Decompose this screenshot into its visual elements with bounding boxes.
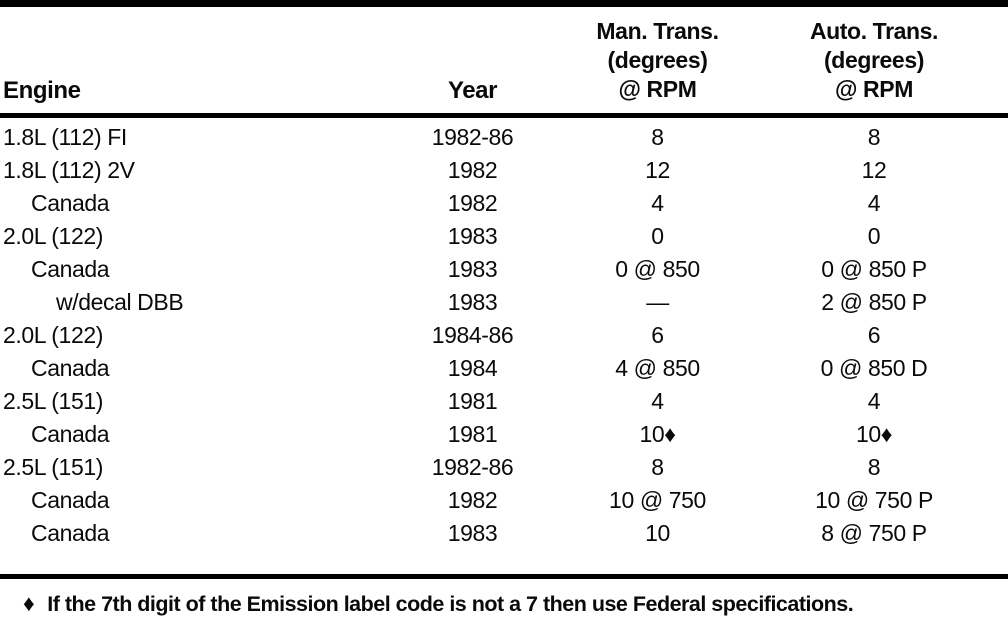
engine-cell: 1.8L (112) 2V bbox=[3, 157, 135, 183]
man-trans-cell: 4 bbox=[651, 388, 664, 414]
table-row: 2.0L (122) 1983 0 0 bbox=[0, 220, 1008, 253]
table-row: 2.5L (151) 1981 4 4 bbox=[0, 385, 1008, 418]
man-trans-column-header: Man. Trans. (degrees) @ RPM bbox=[575, 17, 740, 104]
man-trans-cell: 8 bbox=[651, 124, 664, 150]
table-row: Canada 1982 10 @ 750 10 @ 750 P bbox=[0, 484, 1008, 517]
man-trans-cell: 0 bbox=[651, 223, 664, 249]
engine-column-header: Engine bbox=[3, 77, 81, 104]
man-trans-cell: 6 bbox=[651, 322, 664, 348]
engine-cell: 2.0L (122) bbox=[3, 322, 103, 348]
auto-trans-column-header: Auto. Trans. (degrees) @ RPM bbox=[740, 17, 1008, 104]
auto-trans-cell: 0 @ 850 D bbox=[820, 355, 928, 381]
year-cell: 1984 bbox=[447, 355, 498, 381]
auto-trans-cell: 2 @ 850 P bbox=[821, 289, 927, 315]
auto-trans-cell: 8 @ 750 P bbox=[821, 520, 927, 546]
engine-cell: 2.5L (151) bbox=[3, 388, 103, 414]
man-trans-cell: 4 @ 850 bbox=[615, 355, 700, 381]
engine-cell: Canada bbox=[31, 520, 110, 546]
table-row: Canada 1983 10 8 @ 750 P bbox=[0, 517, 1008, 550]
year-cell: 1982 bbox=[447, 157, 498, 183]
table-row: Canada 1984 4 @ 850 0 @ 850 D bbox=[0, 352, 1008, 385]
man-trans-header-line3: @ RPM bbox=[618, 76, 697, 102]
year-cell: 1983 bbox=[447, 223, 498, 249]
man-trans-header-line2: (degrees) bbox=[607, 47, 708, 73]
man-trans-cell: 12 bbox=[645, 157, 670, 183]
year-cell: 1982 bbox=[447, 190, 498, 216]
year-cell: 1983 bbox=[447, 520, 498, 546]
table-row: 1.8L (112) FI 1982-86 8 8 bbox=[0, 121, 1008, 154]
year-cell: 1981 bbox=[447, 421, 498, 447]
man-trans-header-line1: Man. Trans. bbox=[596, 18, 719, 44]
table-row: Canada 1981 10♦ 10♦ bbox=[0, 418, 1008, 451]
engine-cell: Canada bbox=[31, 355, 110, 381]
man-trans-cell: 10 @ 750 bbox=[609, 487, 706, 513]
year-column-header: Year bbox=[447, 77, 498, 104]
man-trans-cell: 0 @ 850 bbox=[615, 256, 700, 282]
auto-trans-cell: 12 bbox=[861, 157, 887, 183]
top-rule bbox=[0, 0, 1008, 7]
engine-cell: 1.8L (112) FI bbox=[3, 124, 127, 150]
year-cell: 1982 bbox=[447, 487, 498, 513]
table-row: Canada 1983 0 @ 850 0 @ 850 P bbox=[0, 253, 1008, 286]
engine-cell: w/decal DBB bbox=[56, 289, 184, 315]
engine-cell: 2.0L (122) bbox=[3, 223, 103, 249]
footnote-divider-rule bbox=[0, 574, 1008, 579]
table-row: 2.5L (151) 1982-86 8 8 bbox=[0, 451, 1008, 484]
auto-trans-cell: 4 bbox=[867, 388, 881, 414]
engine-cell: 2.5L (151) bbox=[3, 454, 103, 480]
auto-trans-cell: 0 @ 850 P bbox=[821, 256, 927, 282]
man-trans-cell: 10♦ bbox=[639, 421, 676, 447]
auto-trans-cell: 4 bbox=[867, 190, 881, 216]
year-cell: 1982-86 bbox=[431, 454, 514, 480]
auto-trans-cell: 10♦ bbox=[855, 421, 893, 447]
auto-trans-header-line3: @ RPM bbox=[835, 76, 913, 102]
table-row: 1.8L (112) 2V 1982 12 12 bbox=[0, 154, 1008, 187]
auto-trans-header-line1: Auto. Trans. bbox=[809, 18, 939, 44]
man-trans-cell: 4 bbox=[651, 190, 664, 216]
diamond-icon: ♦ bbox=[23, 590, 35, 616]
footnote-text: If the 7th digit of the Emission label c… bbox=[47, 592, 854, 616]
table-row: Canada 1982 4 4 bbox=[0, 187, 1008, 220]
year-cell: 1981 bbox=[447, 388, 498, 414]
man-trans-cell: — bbox=[646, 289, 669, 315]
auto-trans-header-line2: (degrees) bbox=[824, 47, 924, 73]
year-cell: 1982-86 bbox=[431, 124, 514, 150]
year-cell: 1983 bbox=[447, 289, 498, 315]
man-trans-cell: 8 bbox=[651, 454, 664, 480]
auto-trans-cell: 8 bbox=[867, 124, 881, 150]
table-row: w/decal DBB 1983 — 2 @ 850 P bbox=[0, 286, 1008, 319]
auto-trans-cell: 8 bbox=[867, 454, 881, 480]
table-row: 2.0L (122) 1984-86 6 6 bbox=[0, 319, 1008, 352]
man-trans-cell: 10 bbox=[645, 520, 670, 546]
auto-trans-cell: 6 bbox=[867, 322, 881, 348]
auto-trans-cell: 10 @ 750 P bbox=[815, 487, 933, 513]
engine-cell: Canada bbox=[31, 256, 110, 282]
year-cell: 1984-86 bbox=[431, 322, 514, 348]
engine-cell: Canada bbox=[31, 487, 110, 513]
header-divider-rule bbox=[0, 113, 1008, 118]
engine-cell: Canada bbox=[31, 421, 110, 447]
year-cell: 1983 bbox=[447, 256, 498, 282]
table-header-row: Engine Year Man. Trans. (degrees) @ RPM … bbox=[0, 7, 1008, 113]
auto-trans-cell: 0 bbox=[867, 223, 881, 249]
engine-cell: Canada bbox=[31, 190, 110, 216]
footnote: ♦ If the 7th digit of the Emission label … bbox=[0, 588, 1008, 619]
table-body: 1.8L (112) FI 1982-86 8 8 1.8L (112) 2V 1982 1… bbox=[0, 118, 1008, 550]
